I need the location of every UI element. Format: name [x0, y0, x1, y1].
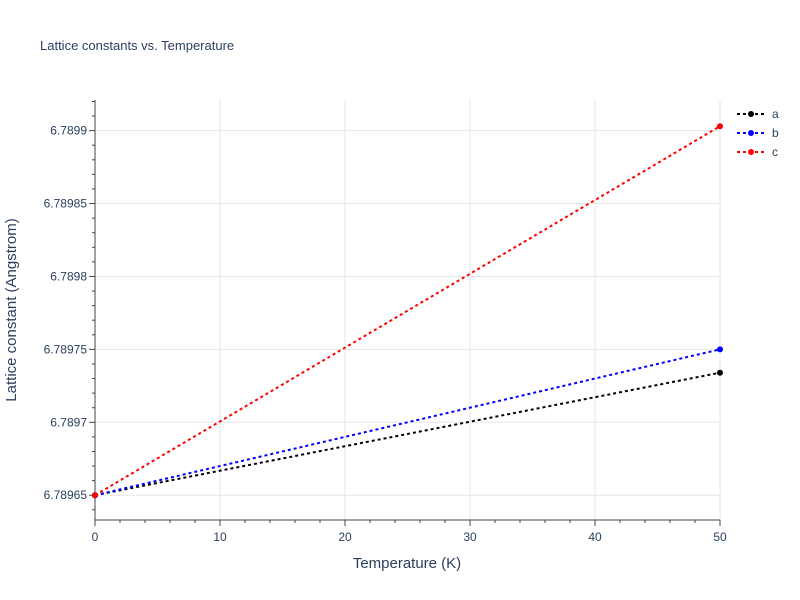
legend-b-marker[interactable] [748, 130, 754, 136]
x-tick-label: 10 [213, 530, 227, 544]
y-tick-label: 6.7899 [50, 124, 87, 138]
y-axis-title: Lattice constant (Angstrom) [3, 218, 20, 401]
data-series [92, 123, 723, 499]
series-c-point [92, 492, 98, 499]
axes [94, 100, 720, 521]
grid-lines [95, 100, 721, 520]
y-tick-label: 6.78965 [44, 488, 88, 502]
x-axis-ticks: 0 10 20 30 40 50 [92, 520, 727, 544]
legend[interactable]: abc [737, 107, 779, 159]
x-tick-label: 0 [92, 530, 99, 544]
y-tick-label: 6.78975 [44, 342, 88, 356]
y-tick-label: 6.78985 [44, 197, 88, 211]
series-a-point [717, 369, 723, 376]
x-tick-label: 50 [713, 530, 727, 544]
y-tick-label: 6.7897 [50, 415, 87, 429]
series-b-point [717, 346, 723, 353]
y-axis-ticks: 6.78965 6.7897 6.78975 6.7898 6.78985 6.7899 [44, 100, 95, 511]
legend-a-label[interactable]: a [772, 107, 779, 121]
legend-a-marker[interactable] [748, 111, 754, 117]
x-tick-label: 30 [463, 530, 477, 544]
series-c-line [94, 125, 721, 497]
x-axis-title: Temperature (K) [353, 555, 461, 572]
chart-title: Lattice constants vs. Temperature [40, 38, 234, 53]
series-c-point [717, 123, 723, 130]
legend-c-marker[interactable] [748, 149, 754, 155]
x-tick-label: 20 [338, 530, 352, 544]
legend-b-label[interactable]: b [772, 126, 779, 140]
series-b-line [94, 348, 721, 497]
y-tick-label: 6.7898 [50, 269, 87, 283]
series-a-line [94, 371, 721, 497]
x-tick-label: 40 [588, 530, 602, 544]
legend-c-label[interactable]: c [772, 145, 778, 159]
